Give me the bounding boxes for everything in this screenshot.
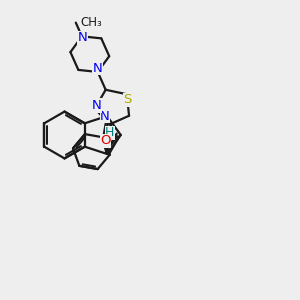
Text: N: N	[92, 62, 102, 75]
Text: CH₃: CH₃	[80, 16, 102, 29]
Text: O: O	[100, 134, 111, 147]
Text: H: H	[105, 126, 115, 140]
Text: S: S	[123, 93, 132, 106]
Text: N: N	[100, 110, 110, 123]
Text: N: N	[78, 31, 87, 44]
Text: N: N	[92, 99, 101, 112]
